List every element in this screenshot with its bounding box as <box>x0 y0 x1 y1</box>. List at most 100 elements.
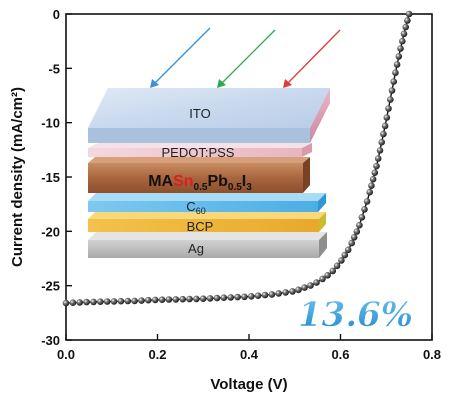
data-point <box>90 298 97 306</box>
data-point <box>399 37 406 45</box>
data-point <box>402 23 410 31</box>
data-point <box>313 279 320 286</box>
data-point <box>395 53 403 60</box>
data-point <box>261 291 269 299</box>
data-point <box>329 267 337 275</box>
data-point <box>392 69 399 76</box>
device-schematic-inset: ITO PEDOT:PSS MASn0.5Pb0.5I3 C60 BCP Ag <box>88 27 341 258</box>
x-tick-label: 0.0 <box>57 347 75 362</box>
layer-ito <box>88 88 330 143</box>
layer-bcp <box>88 212 326 232</box>
data-point <box>319 275 326 283</box>
data-point <box>97 298 104 306</box>
data-point <box>333 262 341 270</box>
data-point <box>348 239 356 247</box>
y-tick-label: -15 <box>41 170 60 185</box>
data-point <box>373 162 380 170</box>
data-point <box>324 272 331 279</box>
x-tick-label: 0.2 <box>148 347 166 362</box>
layer-label-pedot: PEDOT:PSS <box>162 145 235 160</box>
data-point <box>381 122 389 130</box>
data-point <box>341 251 349 259</box>
data-point <box>301 284 308 291</box>
data-point <box>76 299 83 306</box>
data-point <box>380 130 387 138</box>
axis-ticks: 0.0 0.2 0.4 0.6 0.8 0 -5 -10 -15 -20 -25 -30 <box>41 7 441 362</box>
data-point <box>268 291 276 298</box>
data-point <box>186 295 193 303</box>
data-point <box>83 298 90 306</box>
x-tick-label: 0.4 <box>240 347 259 362</box>
layer-label-c60: C60 <box>186 199 205 216</box>
y-tick-label: -20 <box>41 224 60 239</box>
light-arrow-blue-head <box>150 79 159 88</box>
light-arrows <box>150 27 341 88</box>
data-point <box>158 296 166 304</box>
data-point <box>390 78 398 85</box>
layer-label-ito: ITO <box>189 106 210 121</box>
x-axis-label: Voltage (V) <box>210 376 287 393</box>
perovskite-i-sub: 3 <box>246 182 252 193</box>
layer-c60 <box>88 193 326 212</box>
data-point <box>199 295 207 303</box>
data-point <box>350 234 358 241</box>
data-point <box>172 296 180 303</box>
data-point <box>338 257 345 264</box>
data-point <box>145 296 152 304</box>
data-point <box>376 147 384 154</box>
data-point <box>368 182 375 189</box>
data-point <box>165 296 173 303</box>
data-point <box>248 293 255 300</box>
light-arrow-green <box>220 29 276 85</box>
data-point <box>356 221 363 229</box>
data-point <box>383 114 391 121</box>
y-tick-label: -5 <box>48 61 60 76</box>
data-point <box>387 96 394 103</box>
jv-curve-markers <box>62 10 413 307</box>
y-tick-label: -30 <box>41 333 60 348</box>
data-point <box>385 105 392 112</box>
data-point <box>213 294 221 302</box>
perovskite-i: I <box>242 173 246 190</box>
layer-perovskite <box>88 157 310 193</box>
data-point <box>369 175 377 183</box>
c60-sub: 60 <box>196 206 206 216</box>
data-point <box>220 294 228 302</box>
perovskite-prefix: MA <box>148 173 173 190</box>
data-point <box>282 289 289 296</box>
data-point <box>366 188 374 196</box>
data-point <box>275 290 283 297</box>
data-point <box>62 299 70 307</box>
data-point <box>295 286 302 294</box>
data-point <box>361 206 368 213</box>
data-point <box>344 246 352 254</box>
data-point <box>307 282 314 289</box>
data-point <box>397 45 404 52</box>
data-point <box>138 297 145 304</box>
data-point <box>358 214 366 221</box>
light-arrow-green-head <box>217 79 226 88</box>
y-tick-label: 0 <box>53 7 60 22</box>
data-point <box>353 228 361 235</box>
x-tick-label: 0.6 <box>331 347 349 362</box>
data-point <box>405 10 413 18</box>
light-arrow-blue <box>153 27 211 85</box>
y-tick-label: -25 <box>41 279 60 294</box>
data-point <box>117 297 125 305</box>
perovskite-sn-sub: 0.5 <box>194 182 208 193</box>
perovskite-sn: Sn <box>173 173 193 190</box>
y-axis-label: Current density (mA/cm²) <box>9 87 26 267</box>
data-point <box>110 298 118 305</box>
y-tick-label: -10 <box>41 116 60 131</box>
layer-pedot <box>88 143 312 157</box>
layer-label-ag: Ag <box>188 241 204 256</box>
data-point <box>404 17 411 24</box>
c60-base: C <box>186 199 195 214</box>
data-point <box>254 292 262 300</box>
data-point <box>378 138 386 146</box>
data-point <box>206 295 214 302</box>
data-point <box>234 293 241 301</box>
light-arrow-red <box>286 29 341 85</box>
data-point <box>151 296 159 304</box>
